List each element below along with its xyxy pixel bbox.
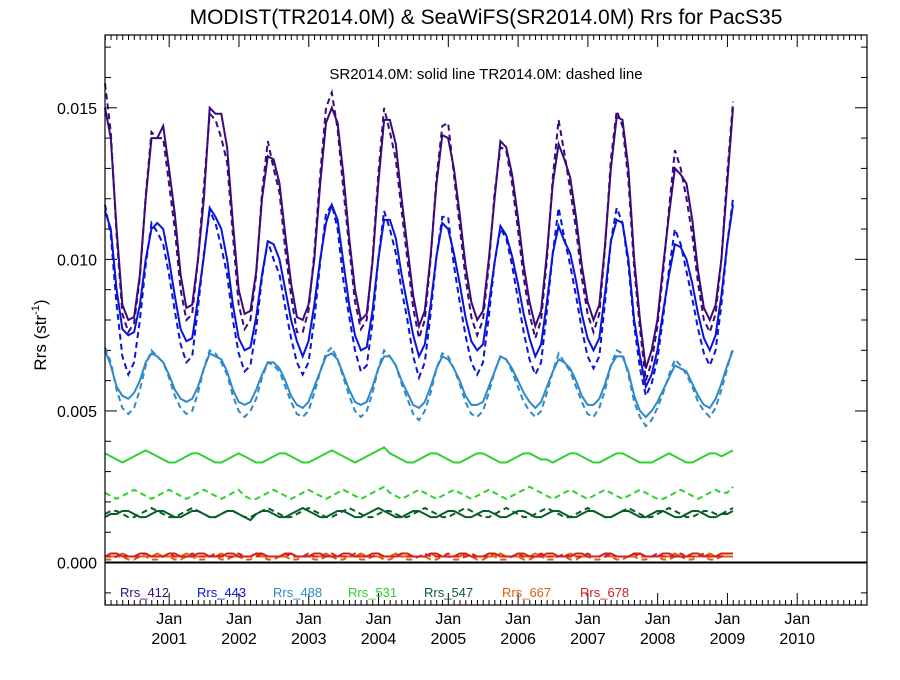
legend-entry-rrs-412: Rrs_412	[120, 585, 169, 600]
x-tick-month-label: Jan	[296, 611, 322, 628]
series-line-solid-rrs-531	[104, 446, 734, 464]
x-tick-year-label: 2003	[291, 631, 327, 648]
x-tick-year-label: 2002	[221, 631, 257, 648]
series-line-solid-rrs-443	[104, 201, 734, 390]
x-tick-month-label: Jan	[366, 611, 392, 628]
x-tick-year-label: 2005	[431, 631, 467, 648]
legend: Rrs_412 Rrs_443 Rrs_488 Rrs_531 Rrs_547 Rrs_6…	[120, 585, 629, 600]
legend-entry-rrs-667: Rrs_667	[502, 585, 551, 600]
y-tick-label: 0.015	[57, 101, 97, 118]
y-tick-label: 0.010	[57, 252, 97, 269]
legend-entry-rrs-443: Rrs_443	[197, 585, 246, 600]
legend-entry-rrs-531: Rrs_531	[348, 585, 397, 600]
x-tick-month-label: Jan	[505, 611, 531, 628]
y-axis-label: Rrs (str-1)	[30, 299, 50, 370]
series-line-solid-rrs-678	[104, 552, 733, 558]
legend-entry-rrs-678: Rrs_678	[580, 585, 629, 600]
x-tick-year-label: 2009	[710, 631, 746, 648]
chart-annotation: SR2014.0M: solid line TR2014.0M: dashed …	[329, 66, 642, 83]
x-tick-month-label: Jan	[645, 611, 671, 628]
plot-frame	[104, 34, 868, 606]
x-tick-month-label: Jan	[226, 611, 252, 628]
y-tick-label: 0.005	[57, 404, 97, 421]
x-tick-year-label: 2006	[500, 631, 536, 648]
x-tick-year-label: 2007	[570, 631, 606, 648]
series-line-solid-rrs-488	[104, 349, 734, 419]
y-tick-label: 0.000	[57, 556, 97, 573]
chart-title: MODIST(TR2014.0M) & SeaWiFS(SR2014.0M) R…	[190, 6, 783, 29]
series-line-solid-rrs-547	[104, 506, 734, 522]
legend-entry-rrs-547: Rrs_547	[424, 585, 473, 600]
x-tick-month-label: Jan	[575, 611, 601, 628]
legend-entry-rrs-488: Rrs_488	[273, 585, 322, 600]
series-line-solid-rrs-412	[104, 105, 734, 369]
axis-ticks: 0.000 0.005 0.010 0.015 Jan 2001 Jan 2002 Jan 200…	[57, 35, 868, 648]
x-tick-month-label: Jan	[435, 611, 461, 628]
x-tick-year-label: 2004	[361, 631, 397, 648]
y-axis-label-main: Rrs (str	[31, 315, 50, 371]
x-tick-year-label: 2008	[640, 631, 676, 648]
series-line-dashed-rrs-531	[104, 485, 734, 501]
series-line-dashed-rrs-412	[104, 83, 734, 381]
x-tick-year-label: 2010	[779, 631, 815, 648]
x-tick-month-label: Jan	[156, 611, 182, 628]
x-tick-year-label: 2001	[151, 631, 187, 648]
y-axis-label-superscript: -1	[30, 305, 42, 315]
series-lines	[104, 83, 734, 561]
x-tick-month-label: Jan	[784, 611, 810, 628]
x-tick-month-label: Jan	[715, 611, 741, 628]
series-line-dashed-rrs-488	[104, 345, 734, 428]
y-axis-label-tail: )	[31, 299, 50, 305]
